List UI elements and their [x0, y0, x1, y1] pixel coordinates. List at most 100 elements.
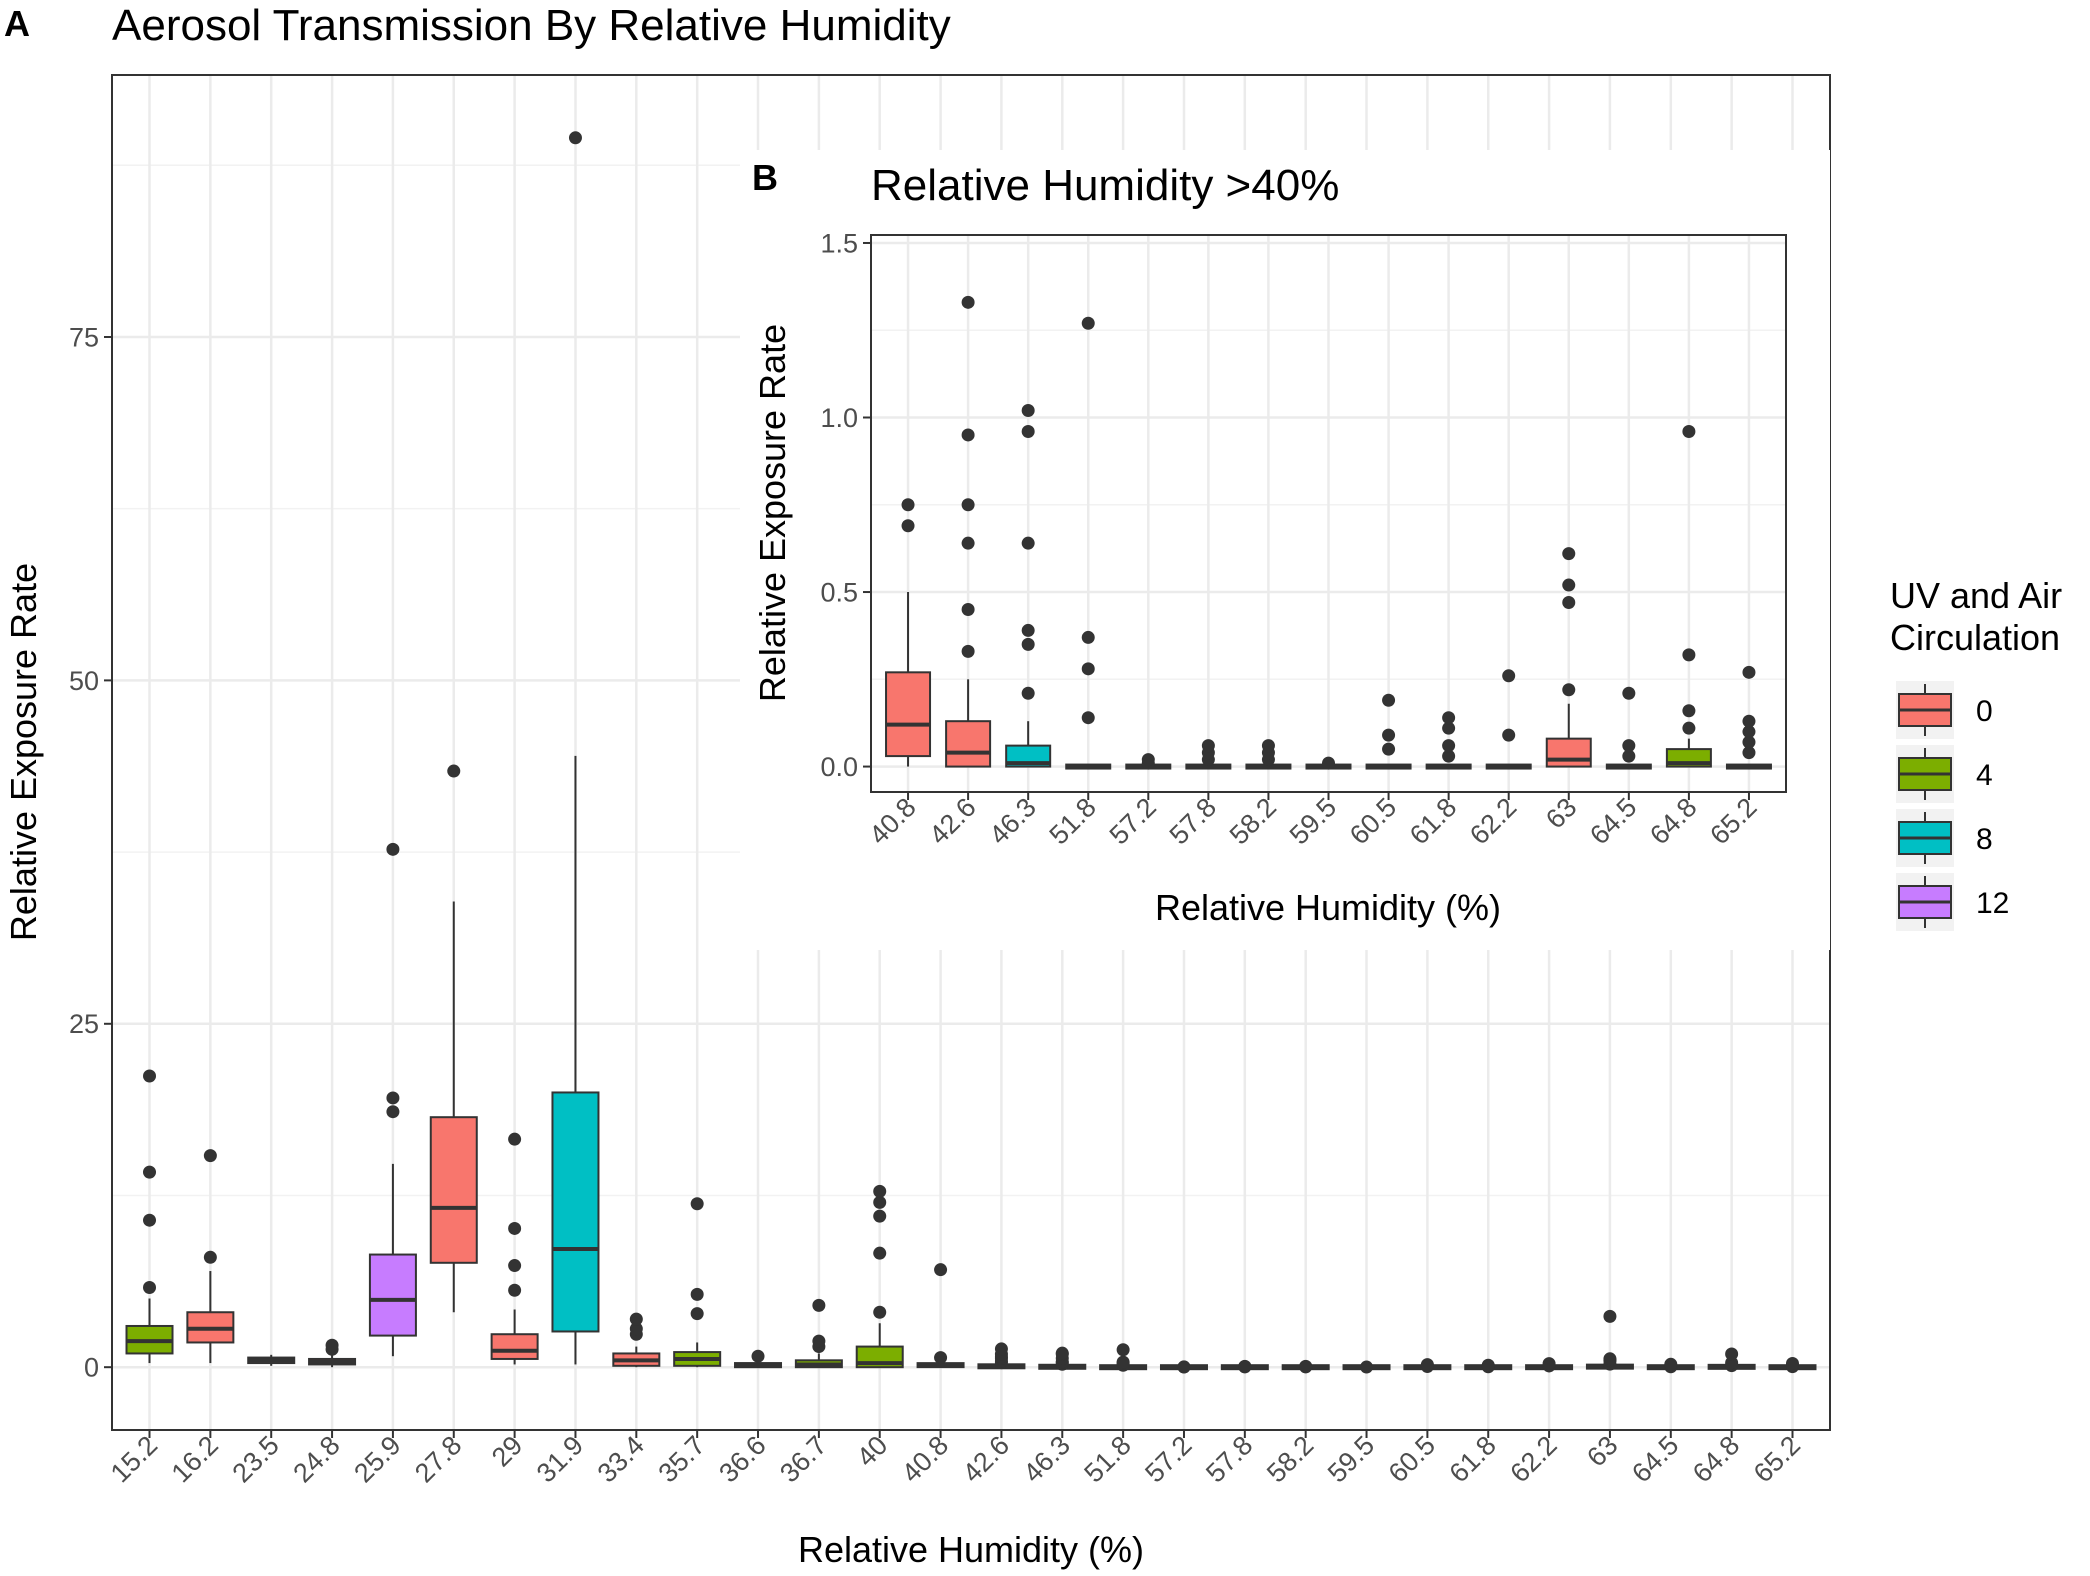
legend: UV and Air Circulation 0 4 8 12	[1890, 575, 2062, 931]
outlier-point	[873, 1195, 887, 1209]
outlier-point	[1622, 686, 1636, 700]
panel-b-title: Relative Humidity >40%	[871, 161, 1339, 210]
box-58.2	[1281, 1359, 1330, 1374]
legend-title-line-1: UV and Air	[1890, 575, 2062, 616]
box-57.8	[1185, 739, 1232, 770]
panel-b-label: B	[752, 157, 778, 198]
outlier-point	[1238, 1359, 1252, 1373]
outlier-point	[1502, 728, 1516, 742]
outlier-point	[386, 842, 400, 856]
y-tick-label: 1.0	[820, 403, 858, 433]
outlier-point	[873, 1209, 887, 1223]
box-27.8	[429, 764, 478, 1313]
box-58.2	[1245, 739, 1292, 770]
outlier-point	[812, 1334, 826, 1348]
outlier-point	[934, 1351, 948, 1365]
box-40	[855, 1184, 904, 1369]
box-35.7	[673, 1197, 722, 1368]
outlier-point	[1116, 1355, 1130, 1369]
box-57.2	[1125, 753, 1172, 770]
box-36.6	[734, 1349, 783, 1369]
box-iqr	[490, 1333, 539, 1360]
outlier-point	[1021, 686, 1035, 700]
outlier-point	[690, 1197, 704, 1211]
outlier-point	[143, 1213, 157, 1227]
box-61.8	[1425, 711, 1472, 770]
box-40.8	[916, 1263, 965, 1369]
outlier-point	[1442, 749, 1456, 763]
box-59.5	[1305, 756, 1352, 770]
outlier-point	[1021, 404, 1035, 418]
outlier-point	[508, 1132, 522, 1146]
panel-b-y-axis: 0.0 0.5 1.0 1.5	[820, 228, 872, 782]
outlier-point	[1055, 1346, 1069, 1360]
box-15.2	[125, 1069, 174, 1364]
outlier-point	[1420, 1358, 1434, 1372]
outlier-point	[1360, 1360, 1374, 1374]
legend-label: 0	[1976, 695, 1993, 728]
panel-a-title: Aerosol Transmission By Relative Humidit…	[112, 1, 951, 50]
outlier-point	[1682, 721, 1696, 735]
outlier-point	[1442, 721, 1456, 735]
y-tick-label: 0.0	[820, 752, 858, 782]
box-23.5	[247, 1354, 296, 1366]
panel-b-x-axis-title: Relative Humidity (%)	[1155, 887, 1501, 928]
box-iqr	[429, 1116, 478, 1264]
outlier-point	[1382, 728, 1396, 742]
legend-label: 4	[1976, 759, 1993, 792]
panel-b-inset: B Relative Humidity >40% 0.00.51.01.5 40…	[740, 150, 1830, 950]
outlier-point	[873, 1305, 887, 1319]
box-iqr	[945, 720, 992, 768]
outlier-point	[934, 1263, 948, 1277]
outlier-point	[1622, 739, 1636, 753]
box-64.8	[1665, 424, 1712, 768]
outlier-point	[961, 602, 975, 616]
outlier-point	[143, 1281, 157, 1295]
outlier-point	[690, 1307, 704, 1321]
outlier-point	[1261, 739, 1275, 753]
panel-b-boxes	[885, 295, 1772, 770]
outlier-point	[1382, 742, 1396, 756]
outlier-point	[1177, 1360, 1191, 1374]
box-64.8	[1707, 1347, 1756, 1373]
outlier-point	[629, 1312, 643, 1326]
outlier-point	[508, 1221, 522, 1235]
outlier-point	[1682, 424, 1696, 438]
outlier-point	[1442, 711, 1456, 725]
box-60.5	[1403, 1358, 1452, 1374]
outlier-point	[1622, 749, 1636, 763]
box-65.2	[1768, 1356, 1817, 1374]
box-iqr	[551, 1091, 600, 1333]
outlier-point	[203, 1250, 217, 1264]
outlier-point	[1742, 746, 1756, 760]
y-tick-label: 0.5	[820, 577, 858, 607]
y-tick-label: 0	[84, 1353, 99, 1383]
box-iqr	[368, 1253, 417, 1337]
legend-title-line-2: Circulation	[1890, 617, 2060, 658]
outlier-point	[1481, 1358, 1495, 1372]
outlier-point	[1682, 704, 1696, 718]
outlier-point	[961, 295, 975, 309]
outlier-point	[1081, 630, 1095, 644]
outlier-point	[1021, 424, 1035, 438]
outlier-point	[143, 1165, 157, 1179]
outlier-point	[1081, 662, 1095, 676]
outlier-point	[1141, 753, 1155, 767]
legend-key-4: 4	[1896, 745, 1993, 803]
outlier-point	[961, 428, 975, 442]
outlier-point	[568, 131, 582, 145]
outlier-point	[961, 498, 975, 512]
box-46.3	[1038, 1346, 1087, 1371]
outlier-point	[1742, 725, 1756, 739]
box-33.4	[612, 1312, 661, 1368]
box-63	[1545, 547, 1592, 768]
panel-b-y-axis-title: Relative Exposure Rate	[752, 324, 793, 702]
box-51.8	[1065, 316, 1112, 770]
box-65.2	[1725, 665, 1772, 770]
legend-keys: 0 4 8 12	[1896, 681, 2009, 931]
outlier-point	[1382, 693, 1396, 707]
outlier-point	[1562, 683, 1576, 697]
outlier-point	[1562, 596, 1576, 610]
outlier-point	[1742, 665, 1756, 679]
outlier-point	[961, 536, 975, 550]
